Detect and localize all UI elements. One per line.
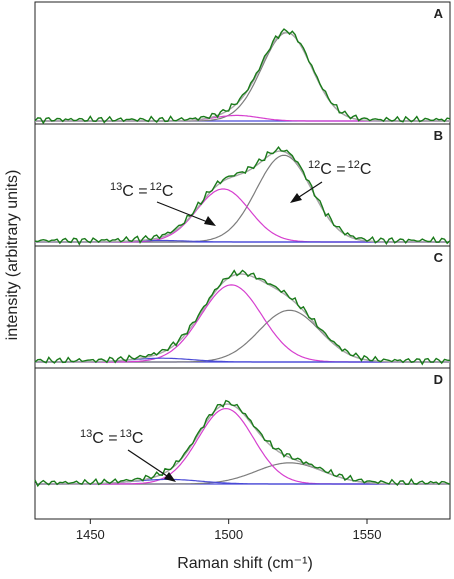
anno-iso: 13 bbox=[80, 428, 92, 440]
annotation-12c-12c-arrowhead bbox=[290, 193, 302, 203]
panel-a-c12-c12-component bbox=[35, 32, 450, 122]
panel-b-frame bbox=[34, 123, 451, 247]
panel-b-c12-c12-component bbox=[35, 154, 450, 243]
annotation-13c-12c: 13C = 12C bbox=[110, 181, 216, 226]
annotation-13c-13c-arrowhead bbox=[164, 472, 176, 482]
anno-el: C = bbox=[92, 430, 117, 447]
annotation-12c-12c: 12C = 12C bbox=[290, 159, 371, 203]
panel-c-c13-c12-component bbox=[35, 284, 450, 363]
panel-d-measured-spectrum bbox=[34, 399, 451, 488]
y-axis-title: intensity (arbitrary units) bbox=[4, 170, 21, 341]
panel-d-frame bbox=[34, 367, 451, 520]
panel-label-a: A bbox=[434, 6, 444, 21]
anno-iso: 12 bbox=[308, 159, 320, 171]
panel-b-measured-spectrum bbox=[34, 146, 451, 246]
anno-el: C = bbox=[320, 161, 345, 178]
x-axis-ticks: 1450 1500 1550 bbox=[76, 519, 382, 542]
anno-el: C bbox=[162, 183, 174, 200]
panel-label-d: D bbox=[434, 372, 443, 387]
anno-iso: 12 bbox=[348, 159, 360, 171]
anno-iso: 13 bbox=[110, 181, 122, 193]
panel-label-c: C bbox=[434, 250, 444, 265]
panel-c-fit-sum bbox=[35, 273, 450, 363]
anno-el: C bbox=[132, 430, 144, 447]
annotation-13c-13c-arrow bbox=[127, 449, 171, 479]
panel-a-measured-spectrum bbox=[34, 28, 451, 125]
x-tick-label: 1500 bbox=[214, 527, 243, 542]
annotation-13c-13c-label: 13C = 13C bbox=[80, 428, 143, 447]
annotation-12c-12c-arrow bbox=[295, 181, 323, 200]
annotation-13c-12c-label: 13C = 12C bbox=[110, 181, 173, 200]
anno-iso: 12 bbox=[150, 181, 162, 193]
panel-c-measured-spectrum bbox=[34, 269, 451, 366]
annotation-12c-12c-label: 12C = 12C bbox=[308, 159, 371, 178]
anno-el: C bbox=[360, 161, 372, 178]
panel-a-fit-sum bbox=[35, 31, 450, 122]
panel-b-fit-sum bbox=[35, 150, 450, 243]
x-axis-title: Raman shift (cm⁻¹) bbox=[177, 555, 313, 572]
anno-iso: 13 bbox=[120, 428, 132, 440]
spectra-curves bbox=[34, 28, 451, 488]
annotation-13c-13c: 13C = 13C bbox=[80, 428, 176, 482]
x-tick-label: 1450 bbox=[76, 527, 105, 542]
panel-c-c12-c12-component bbox=[35, 309, 450, 363]
anno-el: C = bbox=[122, 183, 147, 200]
panel-label-b: B bbox=[434, 128, 443, 143]
x-tick-label: 1550 bbox=[353, 527, 382, 542]
annotation-13c-12c-arrow bbox=[156, 201, 211, 224]
panel-c-frame bbox=[34, 245, 451, 369]
panel-b-c13-c12-component bbox=[35, 188, 450, 243]
annotation-13c-12c-arrowhead bbox=[204, 216, 216, 226]
panel-a-frame bbox=[34, 1, 451, 125]
